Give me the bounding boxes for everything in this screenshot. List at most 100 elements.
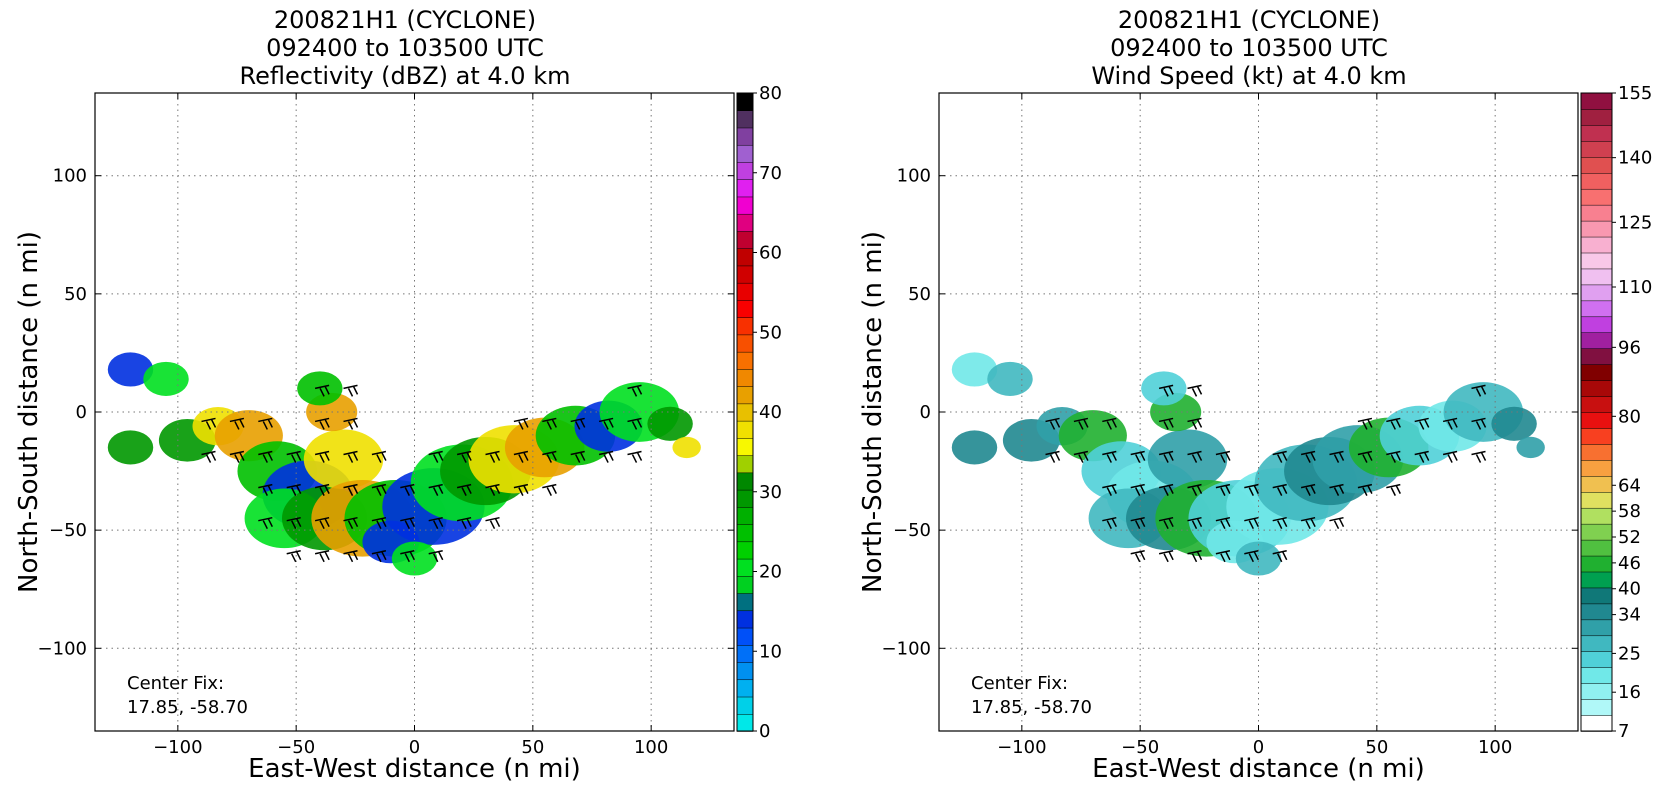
y-tick-label: −100 — [882, 638, 931, 659]
colorbar-tick-label: 34 — [1618, 605, 1641, 626]
center-fix-value: 17.85, -58.70 — [127, 697, 248, 718]
wind-barb — [542, 450, 557, 463]
colorbar-swatch — [1580, 682, 1613, 700]
colorbar-swatch — [736, 592, 754, 612]
grid — [939, 93, 1578, 731]
colorbar-swatch — [736, 696, 754, 715]
colorbar-swatch — [1580, 332, 1613, 349]
wind-barb — [314, 516, 330, 530]
colorbar-swatch — [1580, 268, 1613, 286]
colorbar-swatch — [736, 178, 754, 198]
colorbar-swatch — [736, 144, 754, 163]
wind-barb — [343, 550, 359, 563]
echo-blob — [1141, 371, 1187, 406]
colorbar-tick-label: 40 — [1618, 579, 1641, 600]
x-tick-label: −100 — [997, 737, 1046, 758]
wind-barb — [542, 417, 557, 430]
wind-barb — [1158, 417, 1174, 430]
wind-barb — [286, 450, 302, 463]
echo-blob — [1147, 429, 1228, 490]
colorbar-swatch — [1580, 363, 1613, 381]
colorbar-tick-label: 46 — [1618, 553, 1641, 574]
left-title-line-2: 092400 to 103500 UTC — [266, 34, 544, 62]
wind-barbs — [1045, 384, 1487, 563]
wind-barb — [258, 483, 273, 496]
wind-barb — [598, 417, 614, 430]
wind-barb — [1442, 450, 1458, 463]
colorbar-swatch — [1580, 491, 1613, 509]
y-tick-label: −50 — [893, 520, 931, 541]
colorbar-swatch — [1580, 555, 1613, 573]
echo-blob — [951, 352, 998, 387]
wind-barb — [286, 516, 302, 530]
wind-barb — [428, 550, 444, 563]
echo-blob — [951, 430, 998, 465]
x-tick-label: 0 — [1253, 737, 1264, 758]
wind-barb — [627, 384, 643, 397]
colorbar-swatch — [1580, 188, 1613, 206]
wind-barb — [1158, 516, 1174, 530]
wind-barb — [1272, 450, 1288, 463]
y-tick-label: 50 — [64, 284, 87, 305]
echo-field — [107, 352, 701, 576]
colorbar-tick-label: 40 — [759, 402, 782, 423]
wind-barb — [343, 450, 359, 463]
colorbar-swatch — [1580, 124, 1613, 142]
wind-barb — [314, 384, 330, 397]
wind-barb — [1187, 516, 1203, 530]
colorbar-swatch — [1580, 619, 1613, 637]
colorbar-tick-label: 50 — [759, 322, 782, 343]
colorbar: 155 140 125 110 96 80 64 58 52 46 40 34 25 16 7 — [1580, 83, 1652, 742]
wind-barb — [428, 516, 444, 530]
wind-barb — [1300, 483, 1316, 496]
colorbar-tick-label: 25 — [1618, 643, 1641, 664]
x-tick-label: 0 — [409, 737, 420, 758]
colorbar-swatch — [736, 213, 754, 232]
colorbar-swatch — [736, 109, 754, 129]
wind-barb — [485, 516, 501, 530]
left-title-line-3: Reflectivity (dBZ) at 4.0 km — [239, 62, 571, 90]
echo-blob — [647, 406, 693, 441]
wind-barb — [570, 417, 586, 430]
wind-barb — [314, 417, 330, 430]
colorbar-swatch — [1580, 714, 1613, 732]
wind-barb — [627, 417, 643, 430]
colorbar-swatch — [736, 92, 754, 111]
colorbar-tick-label: 96 — [1618, 337, 1641, 358]
wind-barb — [1442, 417, 1458, 430]
wind-barb — [1102, 417, 1117, 430]
wind-barb — [513, 483, 529, 496]
wind-barb — [286, 483, 302, 496]
wind-barb — [1471, 450, 1487, 463]
y-tick-label: 0 — [76, 402, 87, 423]
right-title-line-3: Wind Speed (kt) at 4.0 km — [1091, 62, 1407, 90]
wind-barb — [1215, 516, 1231, 530]
wind-barb — [1102, 483, 1117, 496]
colorbar-swatch — [1580, 92, 1613, 110]
wind-barb — [1215, 550, 1231, 563]
colorbar-swatch — [1580, 172, 1613, 190]
wind-barb — [1244, 550, 1259, 563]
colorbar-swatch — [1580, 459, 1613, 477]
wind-barb — [513, 450, 529, 463]
colorbar-swatch — [1580, 379, 1613, 397]
wind-barb — [1300, 450, 1316, 463]
colorbar-tick-label: 80 — [1618, 406, 1641, 427]
colorbar-swatch — [736, 403, 754, 422]
colorbar-swatch — [736, 661, 754, 681]
y-tick-label: 0 — [920, 402, 931, 423]
wind-barb — [1272, 516, 1288, 530]
colorbar-swatch — [736, 247, 754, 267]
wind-barb — [1130, 550, 1146, 563]
x-tick-label: 50 — [521, 737, 544, 758]
wind-barb — [1300, 516, 1316, 530]
right-panel-title: 200821H1 (CYCLONE) 092400 to 103500 UTC … — [939, 6, 1559, 90]
wind-barb — [485, 450, 501, 463]
colorbar-swatch — [736, 368, 754, 387]
center-fix-label: Center Fix: — [127, 673, 224, 694]
right-title-line-1: 200821H1 (CYCLONE) — [1117, 6, 1381, 34]
center-fix-value: 17.85, -58.70 — [971, 697, 1092, 718]
colorbar-tick-label: 110 — [1618, 277, 1652, 298]
wind-barb — [1073, 417, 1089, 430]
colorbar-tick-label: 30 — [759, 482, 782, 503]
